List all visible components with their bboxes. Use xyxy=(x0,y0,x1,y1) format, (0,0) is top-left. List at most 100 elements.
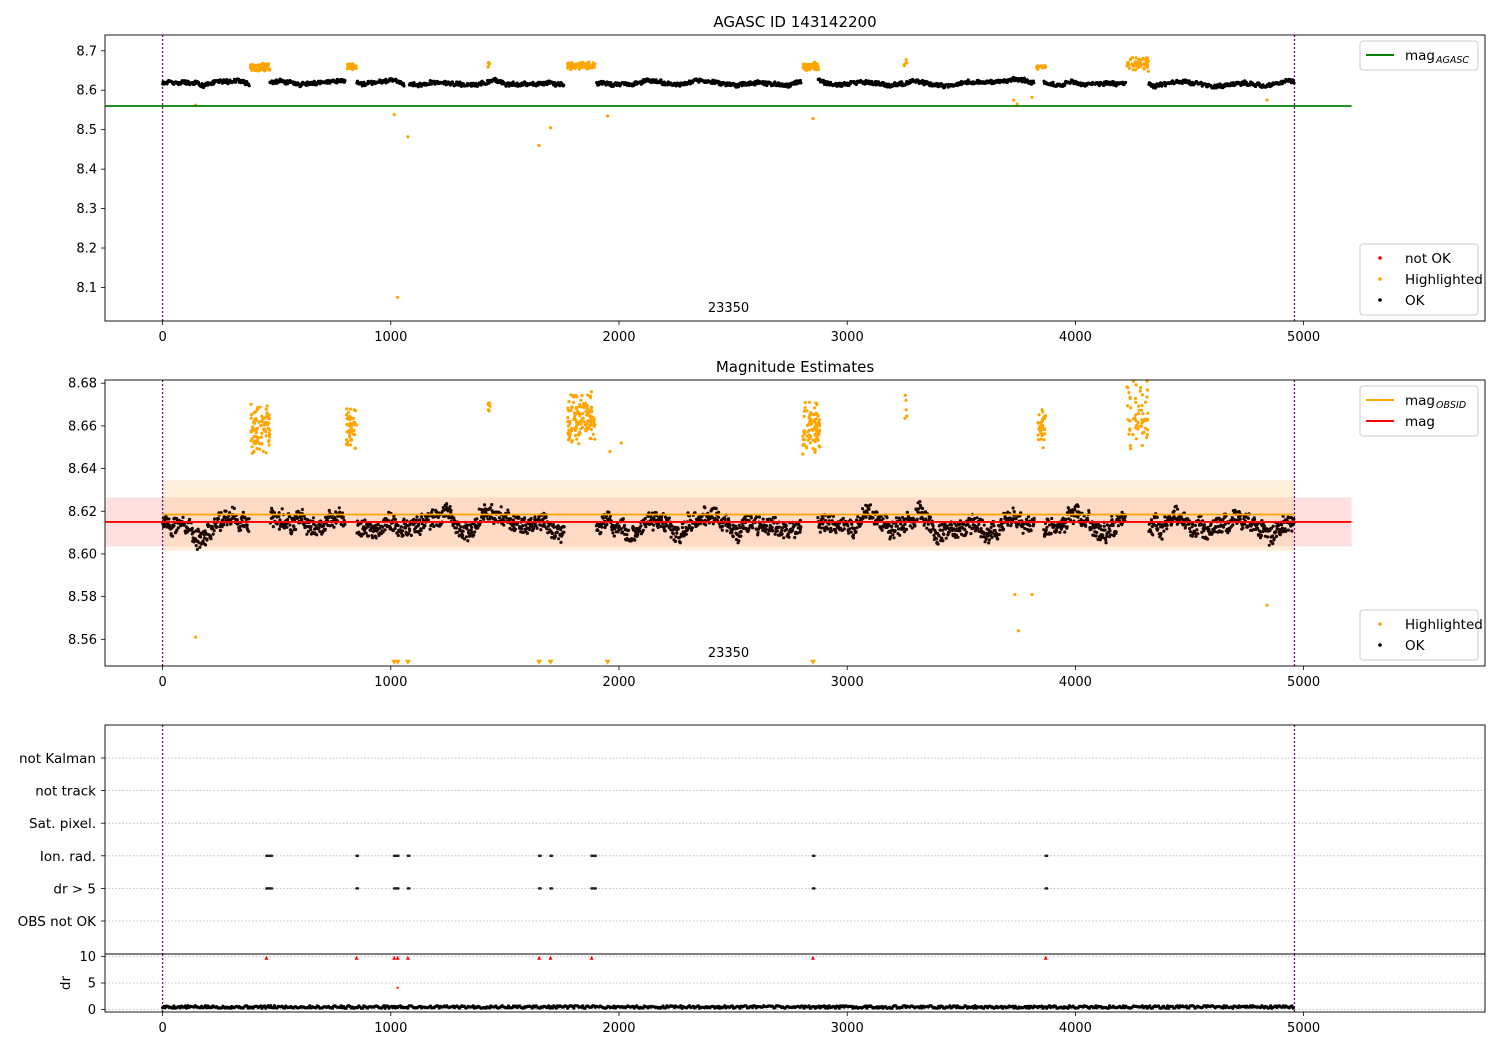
legend-dot-swatch xyxy=(1378,643,1382,647)
ok-point xyxy=(1202,523,1206,527)
ok-point xyxy=(887,82,891,86)
highlighted-point xyxy=(1135,62,1139,66)
ok-point xyxy=(895,524,899,528)
ok-point xyxy=(452,516,456,520)
ok-point xyxy=(633,538,637,542)
ok-point xyxy=(1216,524,1220,529)
ok-point xyxy=(781,526,785,530)
ok-point xyxy=(735,526,739,531)
ok-point xyxy=(1262,524,1267,528)
ok-point xyxy=(473,530,477,534)
ok-point xyxy=(396,523,400,528)
ok-point xyxy=(481,508,485,512)
highlighted-point xyxy=(584,66,588,70)
ok-point xyxy=(888,530,893,535)
highlighted-point xyxy=(591,432,595,436)
ok-point xyxy=(922,523,926,527)
ok-point xyxy=(913,523,917,528)
ok-point xyxy=(272,511,277,515)
ok-point xyxy=(890,524,894,529)
highlighted-point xyxy=(251,420,256,424)
highlighted-point xyxy=(572,65,576,69)
highlighted-point xyxy=(1036,421,1040,425)
ok-point xyxy=(1207,527,1211,532)
ok-point xyxy=(1028,524,1032,528)
ok-point xyxy=(418,532,422,537)
ok-point xyxy=(167,517,171,521)
highlighted-point xyxy=(1146,69,1150,73)
highlighted-point xyxy=(1141,412,1145,416)
ok-point xyxy=(966,78,970,82)
ok-point xyxy=(756,531,760,535)
highlighted-point xyxy=(805,423,810,427)
ok-point xyxy=(901,515,905,520)
y-tick-label: 8.64 xyxy=(68,462,97,477)
ok-point xyxy=(924,517,928,521)
ok-point xyxy=(277,527,281,531)
ok-point xyxy=(466,523,470,527)
highlighted-point xyxy=(1127,391,1131,395)
ok-point xyxy=(304,524,308,529)
highlighted-point xyxy=(805,65,809,70)
highlighted-point xyxy=(1140,418,1144,422)
ok-point xyxy=(454,526,458,530)
highlighted-point xyxy=(345,438,349,442)
ok-point xyxy=(992,524,996,528)
ok-point xyxy=(1205,537,1210,541)
ok-point xyxy=(545,527,549,531)
ok-point xyxy=(1187,522,1191,526)
ok-point xyxy=(466,539,470,543)
ok-point xyxy=(191,530,196,534)
ok-point xyxy=(983,540,987,544)
ok-point xyxy=(559,540,563,545)
ok-point xyxy=(430,510,434,514)
ok-point xyxy=(969,532,973,536)
highlighted-point xyxy=(348,407,352,411)
ok-point xyxy=(179,524,183,528)
highlighted-point xyxy=(580,394,584,398)
ok-point xyxy=(414,518,418,522)
ok-point xyxy=(401,82,406,86)
highlighted-point xyxy=(252,449,256,453)
ok-point xyxy=(851,533,856,537)
highlighted-point xyxy=(264,451,268,455)
ok-point xyxy=(383,528,387,532)
ok-point xyxy=(403,526,408,530)
ok-point xyxy=(615,524,619,528)
ok-point xyxy=(228,511,232,515)
ok-point xyxy=(864,515,868,519)
highlighted-point xyxy=(1041,64,1045,68)
highlighted-point xyxy=(816,433,820,438)
highlighted-point xyxy=(569,408,573,413)
x-tick-label: 3000 xyxy=(831,330,864,345)
highlighted-point xyxy=(805,409,809,413)
highlighted-point xyxy=(249,439,253,443)
ok-point xyxy=(205,538,209,542)
highlighted-point xyxy=(1265,603,1269,607)
highlighted-point xyxy=(268,435,272,439)
ok-point xyxy=(1111,523,1115,528)
highlighted-point xyxy=(802,409,807,413)
highlighted-point xyxy=(802,414,806,418)
ok-point xyxy=(1022,76,1026,80)
highlighted-point xyxy=(345,407,349,411)
highlighted-point xyxy=(1127,432,1131,436)
highlighted-point xyxy=(567,400,571,404)
ok-point xyxy=(219,511,223,515)
ok-point xyxy=(418,518,422,522)
ok-point xyxy=(1196,532,1200,536)
y-tick-label: 8.3 xyxy=(76,202,97,217)
ok-point xyxy=(182,522,186,527)
ok-point xyxy=(235,518,239,522)
ok-point xyxy=(309,528,313,532)
ok-point xyxy=(741,526,746,531)
ok-point xyxy=(625,533,629,537)
ok-point xyxy=(986,534,990,538)
ok-point xyxy=(1188,527,1192,531)
highlighted-point xyxy=(570,438,574,443)
ok-point xyxy=(1063,83,1067,87)
highlighted-point xyxy=(348,414,352,419)
highlighted-point xyxy=(1030,592,1034,597)
ok-point xyxy=(1065,525,1069,529)
highlighted-point xyxy=(1137,404,1141,408)
